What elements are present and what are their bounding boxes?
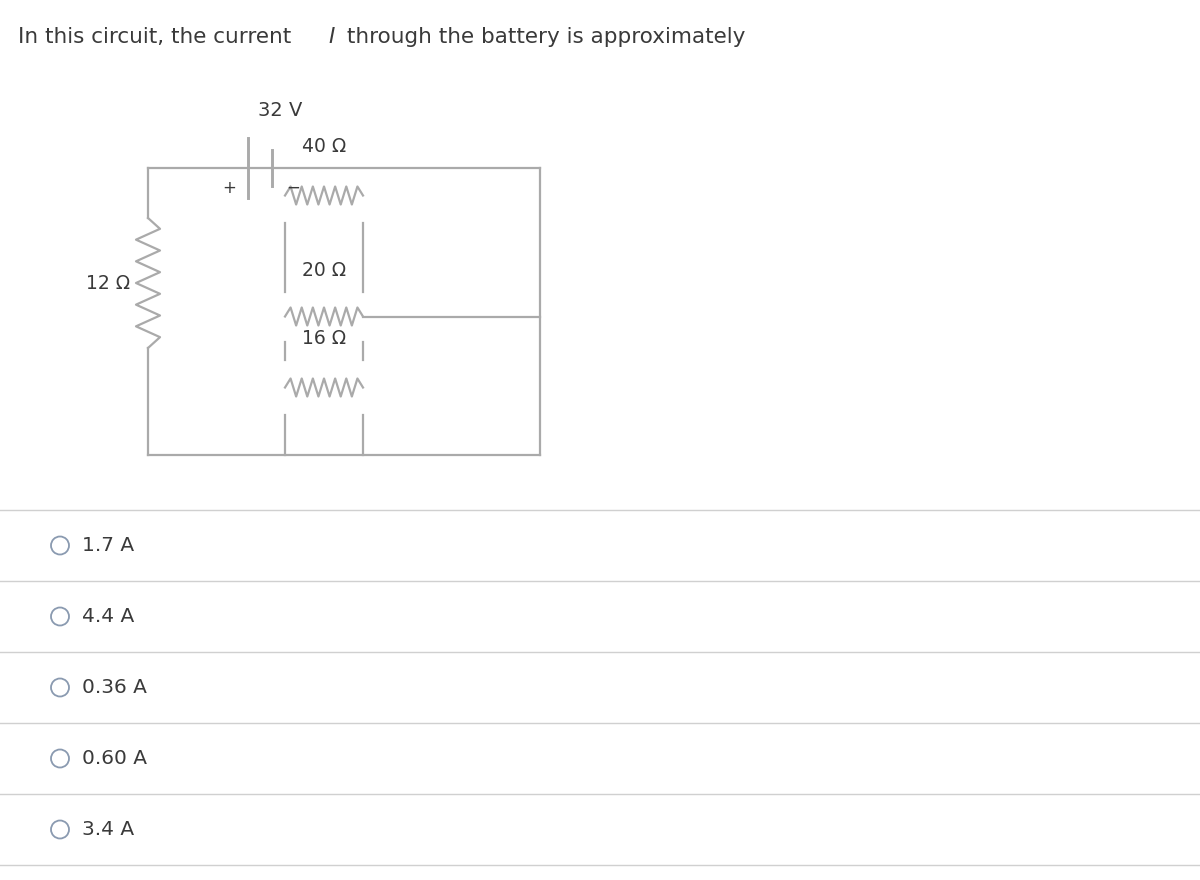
- Text: 16 Ω: 16 Ω: [302, 329, 346, 348]
- Text: −: −: [286, 179, 300, 197]
- Text: 1.7 A: 1.7 A: [82, 536, 134, 555]
- Text: 4.4 A: 4.4 A: [82, 607, 134, 626]
- Text: through the battery is approximately: through the battery is approximately: [340, 27, 745, 47]
- Text: I: I: [328, 27, 335, 47]
- Text: 32 V: 32 V: [258, 101, 302, 120]
- Text: In this circuit, the current: In this circuit, the current: [18, 27, 298, 47]
- Text: 40 Ω: 40 Ω: [302, 137, 346, 156]
- Text: 20 Ω: 20 Ω: [302, 260, 346, 280]
- Text: 3.4 A: 3.4 A: [82, 820, 134, 839]
- Text: 12 Ω: 12 Ω: [86, 274, 130, 292]
- Text: +: +: [222, 179, 236, 197]
- Text: 0.36 A: 0.36 A: [82, 678, 146, 697]
- Text: 0.60 A: 0.60 A: [82, 749, 148, 768]
